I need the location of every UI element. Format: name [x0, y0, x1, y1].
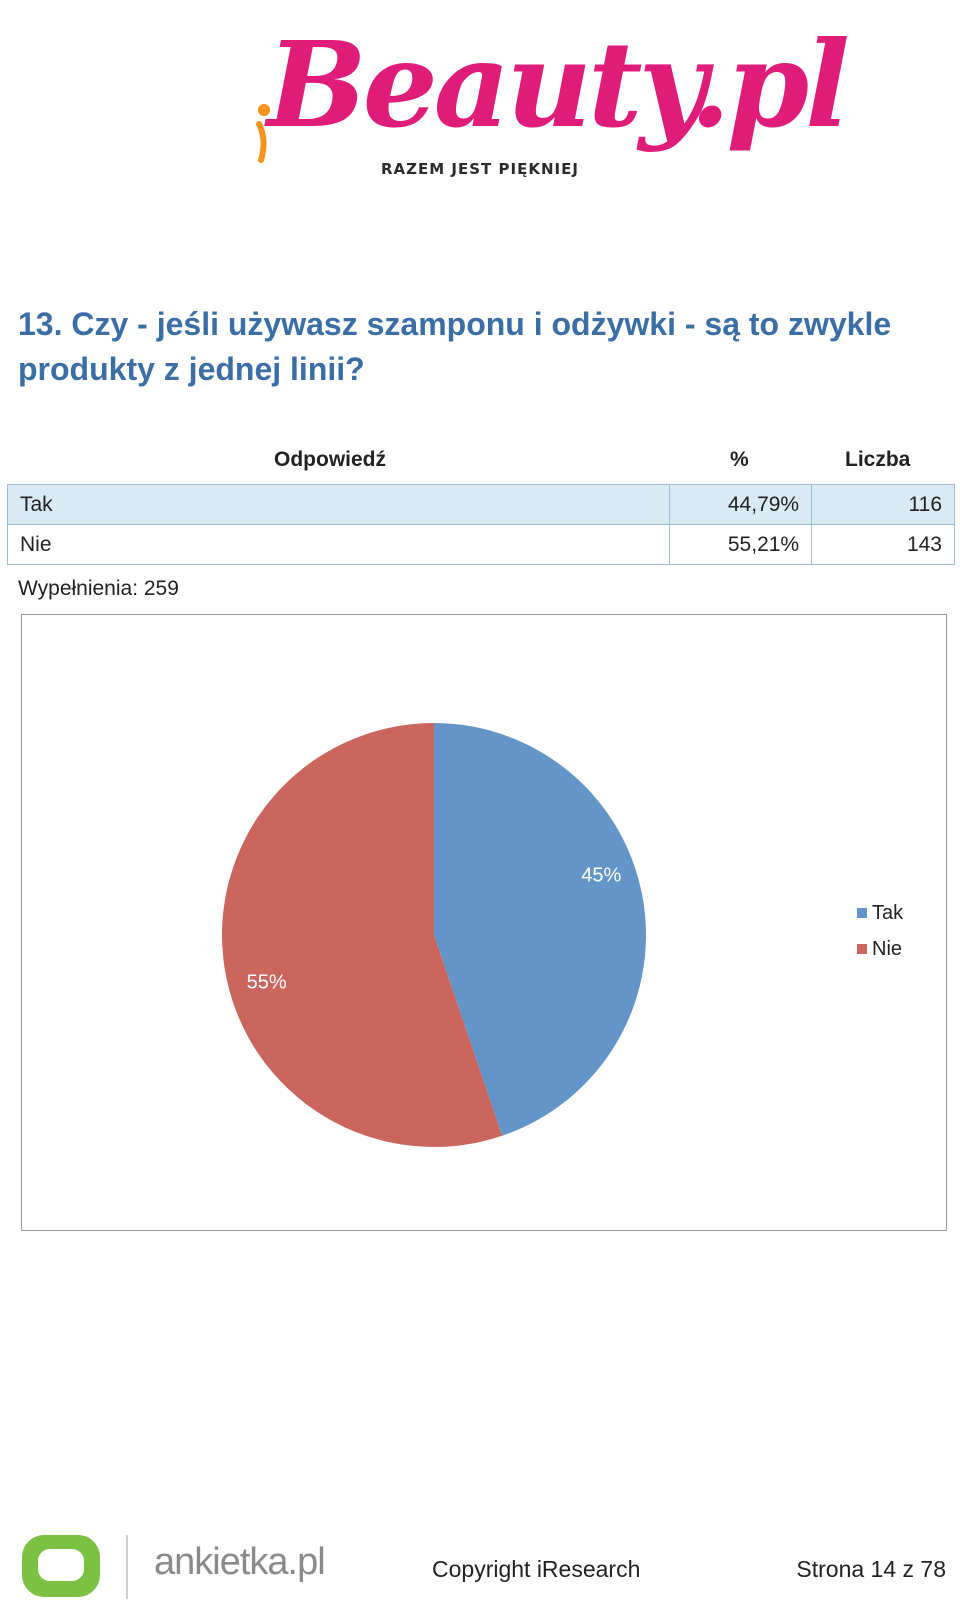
ankietka-logo: ankietka.pl: [22, 1535, 352, 1601]
responses-count: Wypełnienia: 259: [18, 577, 179, 600]
logo-tagline: RAZEM JEST PIĘKNIEJ: [381, 160, 579, 178]
question-title: 13. Czy - jeśli używasz szamponu i odżyw…: [18, 306, 892, 387]
legend-swatch: [857, 944, 867, 954]
table-row: Nie 55,21% 143: [6, 524, 955, 565]
count-cell: 143: [811, 524, 955, 565]
column-header-count: Liczba: [845, 448, 911, 471]
legend-swatch: [857, 908, 867, 918]
table-row: Tak 44,79% 116: [6, 484, 955, 525]
pie-data-label: 45%: [581, 864, 621, 886]
footer-brand: ankietka.pl: [154, 1541, 326, 1583]
column-header-percent: %: [730, 448, 749, 471]
answer-cell: Nie: [6, 524, 671, 565]
count-cell: 116: [811, 484, 955, 525]
answer-cell: Tak: [6, 484, 671, 525]
pie-chart: 45% 55% Tak Nie: [21, 614, 947, 1231]
legend-label: Tak: [872, 902, 904, 924]
logo-wordmark: Beauty.pl: [267, 15, 850, 154]
page-number: Strona 14 z 78: [796, 1556, 946, 1582]
pie-slice-nie: [222, 723, 503, 1147]
copyright-text: Copyright iResearch: [432, 1556, 641, 1582]
pie-data-label: 55%: [247, 972, 287, 994]
legend-label: Nie: [872, 938, 902, 960]
pie-chart-svg: 45% 55% Tak Nie: [222, 723, 904, 1147]
logo-i-glyph-icon: [256, 104, 270, 163]
results-table: Tak 44,79% 116 Nie 55,21% 143: [6, 484, 955, 565]
footer-divider: [126, 1535, 128, 1599]
pie-slice-tak: [434, 723, 647, 1136]
column-header-answer: Odpowiedź: [274, 448, 386, 471]
percent-cell: 44,79%: [669, 484, 813, 525]
ibeauty-logo: Beauty.pl RAZEM JEST PIĘKNIEJ: [245, 10, 850, 195]
percent-cell: 55,21%: [669, 524, 813, 565]
ankietka-bubble-icon: [22, 1535, 100, 1597]
